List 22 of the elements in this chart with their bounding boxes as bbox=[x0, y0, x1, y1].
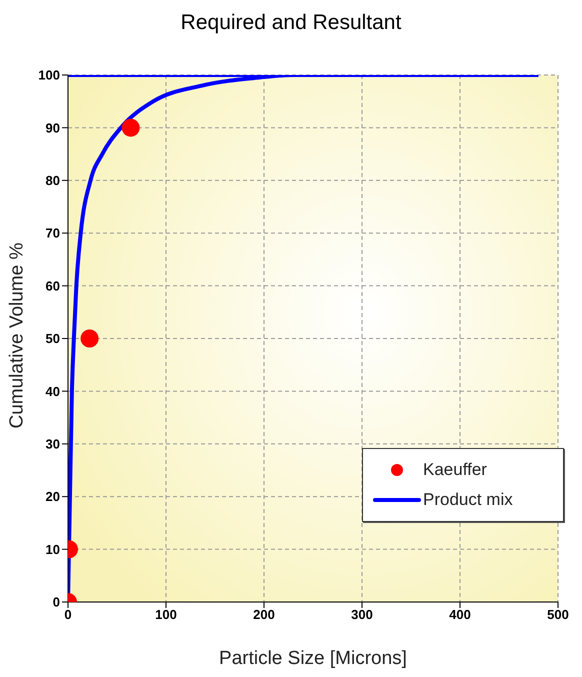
x-tick-label: 500 bbox=[547, 607, 569, 622]
y-tick-label: 30 bbox=[46, 436, 60, 452]
y-tick-label: 0 bbox=[52, 594, 60, 610]
y-tick-label: 20 bbox=[46, 489, 60, 504]
y-tick-label: 80 bbox=[46, 173, 60, 188]
x-tick-label: 0 bbox=[64, 607, 72, 622]
legend-label: Product mix bbox=[423, 490, 513, 510]
y-tick-label: 100 bbox=[38, 68, 60, 83]
x-tick-label: 300 bbox=[351, 607, 373, 622]
x-axis-title: Particle Size [Microns] bbox=[219, 648, 407, 669]
y-tick-label: 90 bbox=[46, 120, 60, 136]
y-tick-label: 40 bbox=[46, 384, 60, 399]
y-tick-label: 70 bbox=[46, 226, 60, 241]
y-axis-title: Cumulative Volume % bbox=[6, 242, 28, 428]
y-tick-label: 10 bbox=[46, 542, 60, 557]
chart-title: Required and Resultant bbox=[180, 10, 402, 36]
legend-label: Kaeuffer bbox=[423, 460, 487, 480]
y-tick-label: 50 bbox=[46, 331, 60, 346]
x-tick-label: 100 bbox=[155, 607, 177, 622]
y-tick-label: 60 bbox=[46, 278, 60, 294]
x-tick-label: 200 bbox=[253, 607, 275, 622]
x-tick-label: 400 bbox=[449, 607, 471, 622]
